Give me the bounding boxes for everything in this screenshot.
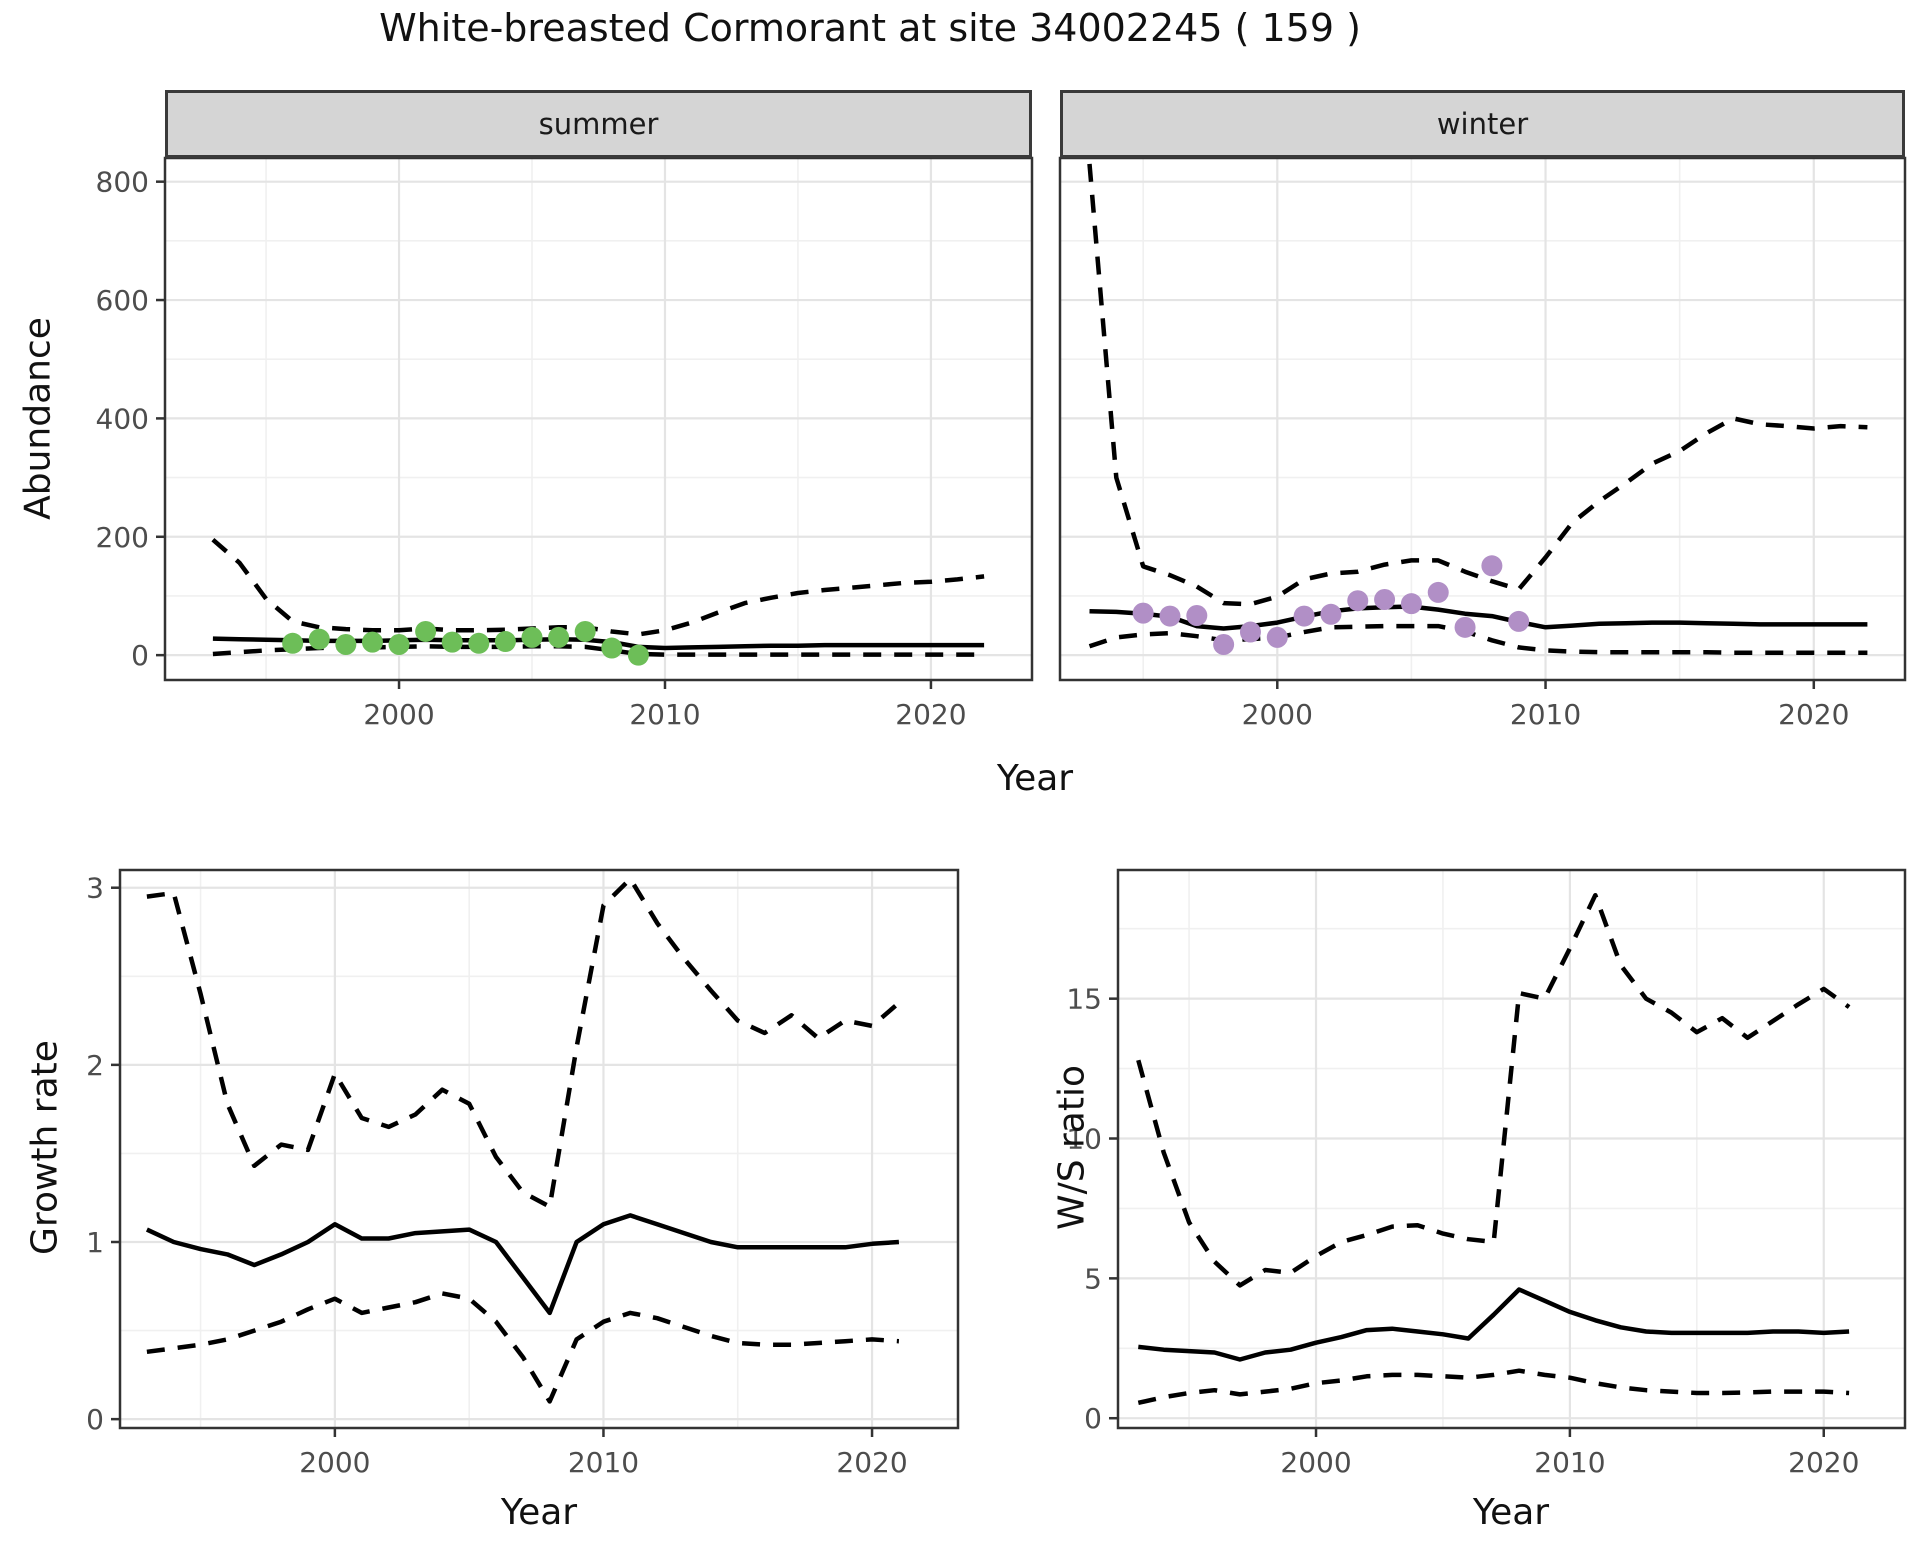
y-tick-label: 5: [1084, 1262, 1102, 1295]
winter-observed-point: [1454, 616, 1476, 638]
winter-observed-point: [1481, 555, 1503, 577]
x-tick-label: 2020: [895, 698, 966, 731]
ws-lower_ci-line: [1137, 1368, 1850, 1405]
chart-title: White-breasted Cormorant at site 3400224…: [379, 6, 1361, 50]
winter-fit-line: [1089, 604, 1868, 631]
summer-observed-point: [494, 631, 516, 653]
summer-observed-point: [521, 626, 543, 648]
winter-observed-point: [1400, 593, 1422, 615]
x-tick-label: 2020: [836, 1446, 907, 1479]
y-tick-label: 0: [1084, 1402, 1102, 1435]
x-tick-label: 2010: [1534, 1446, 1605, 1479]
summer-observed-point: [335, 633, 357, 655]
growth-panel-border: [118, 868, 960, 1430]
ws-panel-border: [1116, 868, 1907, 1430]
x-tick-label: 2020: [1788, 1446, 1859, 1479]
summer-observed-point: [441, 631, 463, 653]
y-tick-label: 3: [86, 872, 104, 905]
x-axis-title-year-growth: Year: [500, 1492, 578, 1533]
ws-fit-line: [1138, 1287, 1850, 1362]
x-axis-title-year-ws: Year: [1472, 1492, 1550, 1533]
x-tick-label: 2000: [363, 698, 434, 731]
y-tick-label: 15: [1066, 983, 1102, 1016]
y-axis-title-ws-ratio: W/S ratio: [1051, 1064, 1093, 1231]
winter-observed-point: [1266, 626, 1288, 648]
facet-strip-winter: winter: [1060, 90, 1905, 158]
winter-observed-point: [1159, 605, 1181, 627]
winter-observed-point: [1186, 604, 1208, 626]
x-tick-label: 2000: [299, 1446, 370, 1479]
summer-observed-point: [361, 631, 383, 653]
winter-upper_ci-line: [1087, 163, 1868, 607]
winter-observed-point: [1427, 581, 1449, 603]
winter-observed-point: [1213, 633, 1235, 655]
winter-observed-point: [1132, 602, 1154, 624]
ws-upper_ci-line: [1136, 892, 1851, 1288]
x-axis-title-year-top: Year: [996, 758, 1074, 799]
growth-plot-background: [120, 870, 958, 1428]
winter-observed-point: [1320, 603, 1342, 625]
y-tick-label: 800: [96, 166, 149, 199]
y-tick-label: 600: [96, 284, 149, 317]
summer-upper_ci-line: [211, 538, 985, 637]
summer-observed-point: [627, 644, 649, 666]
growth-fit-line: [145, 1213, 900, 1316]
summer-observed-point: [282, 632, 304, 654]
summer-observed-point: [415, 620, 437, 642]
x-tick-label: 2010: [1510, 698, 1581, 731]
x-tick-label: 2000: [1242, 698, 1313, 731]
facet-strip-summer: summer: [165, 90, 1032, 158]
summer-panel: 2000 2010 2020 0 200 400 600 800: [96, 156, 1034, 731]
winter-observed-point: [1293, 605, 1315, 627]
winter-observed-point: [1374, 589, 1396, 611]
y-tick-label: 10: [1066, 1123, 1102, 1156]
summer-observed-point: [574, 620, 596, 642]
y-tick-label: 1: [86, 1226, 104, 1259]
x-tick-label: 2020: [1778, 698, 1849, 731]
facet-label-winter: winter: [1436, 107, 1529, 141]
y-axis-title-abundance: Abundance: [17, 317, 59, 520]
summer-observed-point: [601, 637, 623, 659]
winter-observed-point: [1508, 610, 1530, 632]
growth-panel: 2000 2010 2020 0 1 2 3: [86, 868, 960, 1479]
winter-observed-point: [1347, 590, 1369, 612]
winter-panel: 2000 2010 2020: [1058, 156, 1907, 731]
x-tick-label: 2000: [1280, 1446, 1351, 1479]
winter-observed-point: [1239, 621, 1261, 643]
y-tick-label: 200: [96, 521, 149, 554]
summer-observed-point: [388, 633, 410, 655]
summer-observed-point: [308, 628, 330, 650]
growth-lower_ci-line: [146, 1291, 900, 1404]
ws-plot-background: [1118, 870, 1905, 1428]
facet-label-summer: summer: [538, 107, 659, 141]
y-tick-label: 0: [131, 639, 149, 672]
x-tick-label: 2010: [568, 1446, 639, 1479]
y-tick-label: 0: [86, 1403, 104, 1436]
winter-panel-border: [1058, 156, 1907, 682]
y-axis-title-growth-rate: Growth rate: [24, 1040, 66, 1255]
x-tick-label: 2010: [629, 698, 700, 731]
summer-observed-point: [548, 626, 570, 648]
y-tick-label: 400: [96, 402, 149, 435]
ws-panel: 2000 2010 2020 0 5 10 15: [1066, 868, 1907, 1479]
y-tick-label: 2: [86, 1049, 104, 1082]
summer-observed-point: [468, 632, 490, 654]
